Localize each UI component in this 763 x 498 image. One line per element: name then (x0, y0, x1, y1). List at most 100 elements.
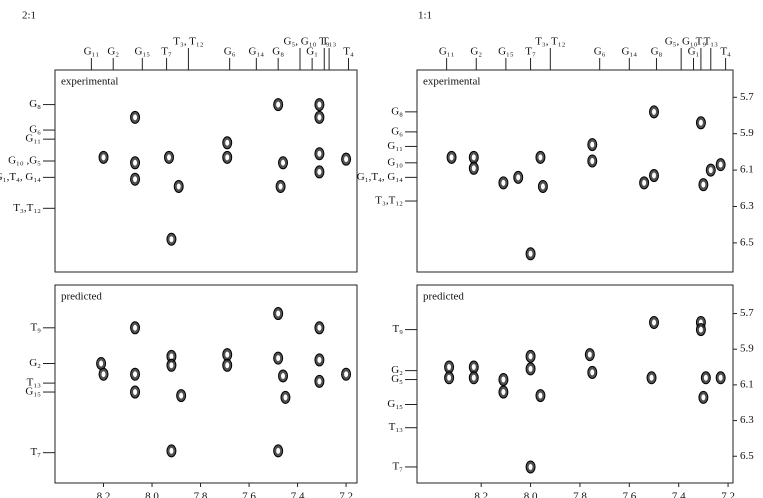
peak-contour (528, 250, 533, 257)
peak-label: T₁₃ (27, 377, 42, 389)
peak-contour (225, 351, 230, 358)
peak-label: G₁₁ (439, 46, 455, 58)
peak-contour (590, 141, 595, 148)
peak-contour (528, 365, 533, 372)
peak-contour (276, 310, 281, 317)
peak-contour (708, 167, 713, 174)
peak-contour (718, 161, 723, 168)
peak-contour (471, 165, 476, 172)
peak-contour (133, 176, 138, 183)
peak-contour (516, 174, 521, 181)
peak-label: G₂ (470, 46, 482, 58)
x-tick-label: 8.2 (97, 491, 111, 498)
peak-label: G₆ (391, 125, 403, 137)
peak-label: G₆ (29, 124, 41, 136)
peak-label: G₁₁ (84, 46, 100, 58)
x-tick-label: 7.2 (339, 491, 353, 498)
peak-contour (471, 154, 476, 161)
peak-label: G₅, G₁₀ (284, 36, 317, 48)
peak-contour (317, 168, 322, 175)
peak-label: G₅, G₁₀ (665, 36, 698, 48)
peak-contour (101, 371, 106, 378)
peak-contour (317, 101, 322, 108)
peak-label: T₇ (161, 46, 172, 58)
peak-label: T₁₃ (322, 36, 337, 48)
ratio-header: 1:1 (418, 10, 432, 22)
peak-label: G₁,T₄, G₁₄ (357, 171, 403, 183)
panel-label: predicted (61, 291, 102, 303)
peak-label: G₅ (391, 373, 403, 385)
peak-label: T₄ (720, 46, 731, 58)
peak-label: T₁₃ (389, 421, 404, 433)
peak-contour (167, 154, 172, 161)
peak-contour (718, 374, 723, 381)
y-tick-label: 5.7 (740, 91, 754, 103)
panel-frame (54, 284, 358, 484)
peak-label: G₈ (29, 98, 41, 110)
peak-label: T₉ (319, 36, 330, 48)
peak-label: G₁₅ (387, 398, 403, 410)
peak-label: T₉ (30, 321, 41, 333)
peak-contour (501, 389, 506, 396)
peak-contour (169, 236, 174, 243)
x-tick-label: 8.0 (145, 491, 159, 498)
x-tick-label: 8.2 (474, 491, 488, 498)
peak-label: G₁₅ (498, 46, 514, 58)
peak-label: G₁₅ (25, 386, 41, 398)
peak-label: G₆ (224, 46, 236, 58)
peak-contour (587, 351, 592, 358)
peak-contour (701, 181, 706, 188)
peak-contour (276, 447, 281, 454)
y-tick-label: 5.9 (740, 127, 754, 139)
peak-label: G₂ (391, 364, 403, 376)
peak-label: T₉ (696, 36, 707, 48)
peak-label: G₁₅ (135, 46, 151, 58)
peak-contour (540, 183, 545, 190)
peak-contour (278, 183, 283, 190)
peak-contour (590, 369, 595, 376)
peak-contour (590, 157, 595, 164)
peak-label: T₇ (30, 446, 41, 458)
peak-label: G₁₀ ,G₅ (8, 155, 41, 167)
y-tick-label: 6.3 (740, 200, 754, 212)
peak-label: T₃, T₁₂ (173, 36, 203, 48)
peak-contour (99, 360, 104, 367)
peak-contour (701, 394, 706, 401)
peak-contour (133, 371, 138, 378)
peak-contour (652, 319, 656, 326)
peak-contour (276, 101, 281, 108)
y-tick-label: 6.1 (740, 378, 754, 390)
peak-label: T₃,T₁₂ (13, 202, 41, 214)
peak-contour (283, 394, 288, 401)
peak-contour (133, 159, 138, 166)
panel-label: predicted (423, 291, 464, 303)
peak-label: G₈ (391, 105, 403, 117)
peak-contour (276, 355, 281, 362)
peak-contour (179, 392, 184, 399)
panel-frame (416, 284, 734, 484)
peak-contour (471, 374, 476, 381)
peak-contour (698, 119, 703, 126)
peak-contour (225, 154, 230, 161)
peak-label: G₁ (688, 46, 700, 58)
peak-contour (169, 362, 174, 369)
peak-contour (344, 156, 349, 163)
peak-contour (449, 154, 454, 161)
peak-label: G₈ (651, 46, 663, 58)
peak-contour (471, 364, 476, 371)
peak-label: G₈ (272, 46, 284, 58)
peak-contour (317, 324, 322, 331)
x-tick-label: 7.6 (622, 491, 636, 498)
peak-label: T₇ (392, 460, 403, 472)
peak-contour (101, 154, 106, 161)
peak-label: G₁₀ (387, 156, 403, 168)
peak-contour (133, 389, 138, 396)
x-tick-label: 7.4 (672, 491, 686, 498)
peak-contour (538, 392, 543, 399)
x-tick-label: 7.2 (721, 491, 735, 498)
y-tick-label: 5.9 (740, 343, 754, 355)
peak-contour (317, 114, 322, 121)
peak-contour (501, 179, 506, 186)
panel-frame (416, 69, 734, 273)
x-tick-label: 7.4 (291, 491, 305, 498)
